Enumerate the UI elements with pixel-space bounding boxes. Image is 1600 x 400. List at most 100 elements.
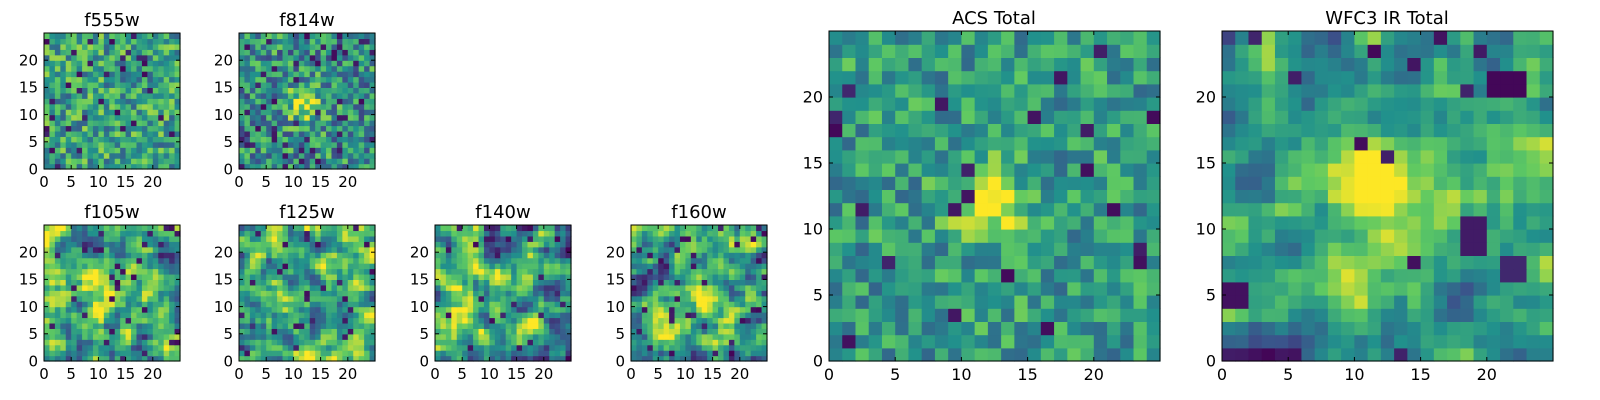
heatmap-cell bbox=[342, 241, 349, 248]
heatmap-cell bbox=[1067, 176, 1082, 190]
heatmap-cell bbox=[249, 152, 256, 159]
heatmap-cell bbox=[282, 163, 289, 170]
heatmap-cell bbox=[309, 54, 316, 61]
heatmap-cell bbox=[1486, 229, 1501, 243]
heatmap-cell bbox=[309, 257, 316, 264]
heatmap-cell bbox=[71, 136, 78, 143]
heatmap-cell bbox=[451, 257, 458, 264]
heatmap-cell bbox=[505, 344, 512, 351]
heatmap-cell bbox=[1054, 215, 1068, 230]
heatmap-cell bbox=[1067, 321, 1082, 336]
heatmap-cell bbox=[147, 92, 154, 99]
heatmap-cell bbox=[125, 295, 132, 302]
heatmap-cell bbox=[987, 189, 1002, 204]
heatmap-cell bbox=[293, 241, 300, 248]
heatmap-cell bbox=[1407, 281, 1422, 296]
heatmap-cell bbox=[1288, 215, 1303, 230]
heatmap-cell bbox=[174, 273, 181, 280]
heatmap-cell bbox=[44, 109, 51, 116]
heatmap-cell bbox=[511, 290, 518, 297]
heatmap-cell bbox=[369, 279, 376, 286]
heatmap-cell bbox=[636, 279, 643, 286]
heatmap-cell bbox=[336, 246, 343, 253]
heatmap-cell bbox=[260, 71, 267, 78]
heatmap-cell bbox=[271, 350, 278, 357]
heatmap-cell bbox=[1341, 229, 1355, 243]
heatmap-cell bbox=[358, 87, 365, 94]
heatmap-cell bbox=[249, 33, 256, 40]
heatmap-cell bbox=[342, 130, 349, 137]
heatmap-cell bbox=[369, 109, 376, 116]
heatmap-cell bbox=[1314, 255, 1329, 270]
heatmap-cell bbox=[54, 225, 61, 232]
heatmap-cell bbox=[304, 355, 311, 362]
heatmap-cell bbox=[49, 290, 56, 297]
heatmap-cell bbox=[1367, 189, 1382, 204]
heatmap-cell bbox=[298, 301, 305, 308]
heatmap-cell bbox=[1420, 202, 1435, 217]
heatmap-cell bbox=[554, 279, 561, 286]
heatmap-cell bbox=[87, 355, 94, 362]
heatmap-cell bbox=[445, 328, 452, 335]
heatmap-cell bbox=[1526, 347, 1541, 362]
heatmap-cell bbox=[761, 230, 768, 237]
heatmap-cell bbox=[169, 71, 176, 78]
heatmap-cell bbox=[948, 268, 962, 283]
heatmap-cell bbox=[320, 158, 327, 165]
heatmap-cell bbox=[908, 321, 923, 336]
heatmap-cell bbox=[304, 92, 311, 99]
heatmap-cell bbox=[855, 163, 870, 177]
heatmap-cell bbox=[358, 317, 365, 324]
heatmap-cell bbox=[532, 235, 539, 242]
heatmap-cell bbox=[462, 230, 469, 237]
heatmap-cell bbox=[456, 322, 463, 329]
heatmap-cell bbox=[565, 241, 572, 248]
heatmap-cell bbox=[49, 322, 56, 329]
heatmap-cell bbox=[663, 230, 670, 237]
heatmap-cell bbox=[1248, 176, 1263, 190]
heatmap-cell bbox=[1067, 281, 1082, 296]
heatmap-cell bbox=[750, 301, 757, 308]
heatmap-cell bbox=[739, 230, 746, 237]
heatmap-cell bbox=[82, 350, 89, 357]
heatmap-cell bbox=[1433, 334, 1448, 349]
heatmap-cell bbox=[120, 246, 127, 253]
heatmap-cell bbox=[658, 317, 665, 324]
heatmap-cell bbox=[456, 273, 463, 280]
heatmap-cell bbox=[54, 54, 61, 61]
heatmap-cell bbox=[756, 322, 763, 329]
heatmap-cell bbox=[690, 284, 697, 291]
heatmap-cell bbox=[87, 290, 94, 297]
heatmap-cell bbox=[147, 284, 154, 291]
heatmap-cell bbox=[473, 295, 480, 302]
heatmap-cell bbox=[1133, 308, 1148, 322]
heatmap-cell bbox=[82, 328, 89, 335]
heatmap-cell bbox=[141, 92, 148, 99]
heatmap-cell bbox=[293, 33, 300, 40]
heatmap-cell bbox=[987, 31, 1002, 45]
heatmap-cell bbox=[440, 306, 447, 313]
heatmap-cell bbox=[287, 141, 294, 148]
heatmap-cell bbox=[287, 60, 294, 67]
heatmap-cell bbox=[125, 76, 132, 83]
heatmap-cell bbox=[462, 322, 469, 329]
heatmap-cell bbox=[87, 92, 94, 99]
heatmap-cell bbox=[1274, 176, 1289, 190]
heatmap-cell bbox=[679, 322, 686, 329]
heatmap-cell bbox=[249, 306, 256, 313]
heatmap-cell bbox=[473, 322, 480, 329]
heatmap-cell bbox=[109, 60, 116, 67]
heatmap-cell bbox=[478, 257, 485, 264]
heatmap-cell bbox=[478, 333, 485, 340]
heatmap-cell bbox=[1394, 163, 1408, 177]
heatmap-cell bbox=[326, 103, 333, 110]
heatmap-cell bbox=[98, 306, 105, 313]
heatmap-cell bbox=[881, 70, 896, 85]
heatmap-cell bbox=[109, 81, 116, 88]
heatmap-cell bbox=[663, 268, 670, 275]
heatmap-cell bbox=[347, 301, 354, 308]
heatmap-cell bbox=[358, 130, 365, 137]
heatmap-cell bbox=[478, 328, 485, 335]
heatmap-cell bbox=[560, 339, 567, 346]
